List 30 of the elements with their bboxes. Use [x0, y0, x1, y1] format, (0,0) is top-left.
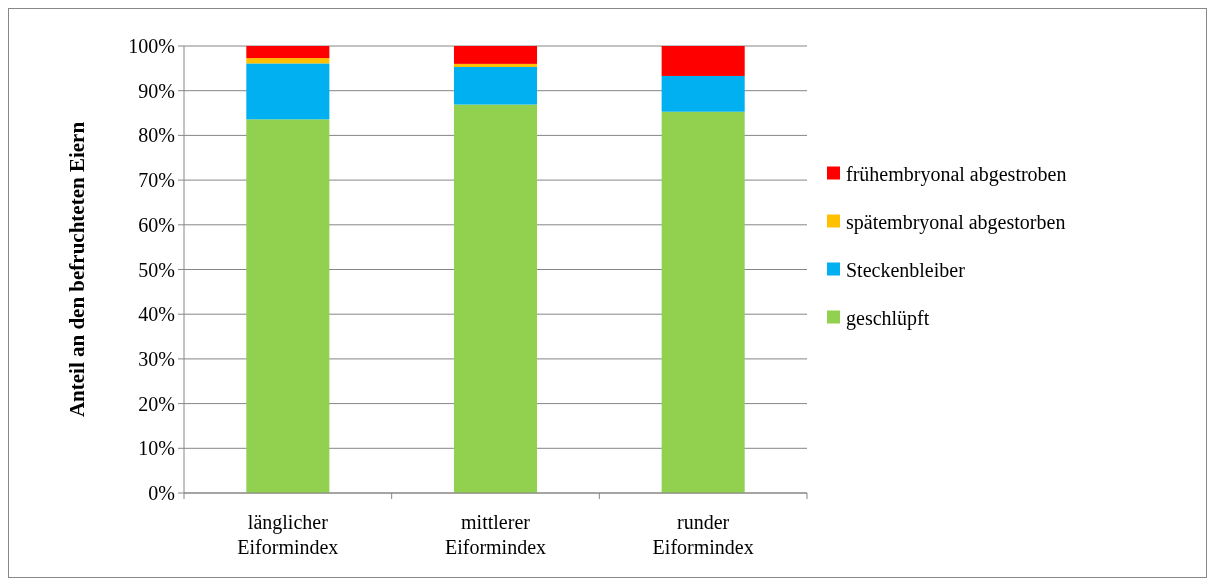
- bar: [661, 46, 745, 76]
- bar: [246, 63, 330, 120]
- y-tick-label: 30%: [138, 347, 175, 370]
- y-axis-title: Anteil an den befruchteten Eiern: [65, 121, 89, 418]
- bar: [453, 104, 538, 493]
- x-tick-label: mittlerer Eiformindex: [444, 511, 547, 558]
- y-tick-label: 100%: [128, 35, 175, 57]
- y-tick-label: 60%: [138, 213, 175, 236]
- y-tick-label: 40%: [138, 303, 175, 326]
- bar: [246, 46, 330, 59]
- x-tick-label: runder Eiformindex: [652, 511, 754, 558]
- legend-label: spätembryonal abgestorben: [846, 210, 1066, 234]
- legend-label: frühembryonal abgestroben: [846, 162, 1067, 186]
- bar: [661, 111, 745, 493]
- bar: [661, 75, 745, 112]
- y-tick-label: 90%: [138, 79, 175, 102]
- y-tick-label: 70%: [138, 169, 175, 192]
- legend-label: geschlüpft: [846, 306, 930, 330]
- bar: [246, 58, 330, 64]
- x-tick-label: länglicher Eiformindex: [237, 511, 339, 558]
- bar: [453, 63, 538, 68]
- y-tick-label: 0%: [148, 482, 175, 504]
- y-tick-label: 10%: [138, 437, 175, 460]
- bar: [246, 119, 330, 493]
- y-tick-label: 80%: [138, 124, 175, 147]
- y-tick-label: 20%: [138, 392, 175, 415]
- bar: [453, 67, 538, 105]
- legend-label: Steckenbleiber: [846, 258, 966, 281]
- bar: [453, 46, 538, 64]
- y-tick-label: 50%: [138, 258, 175, 281]
